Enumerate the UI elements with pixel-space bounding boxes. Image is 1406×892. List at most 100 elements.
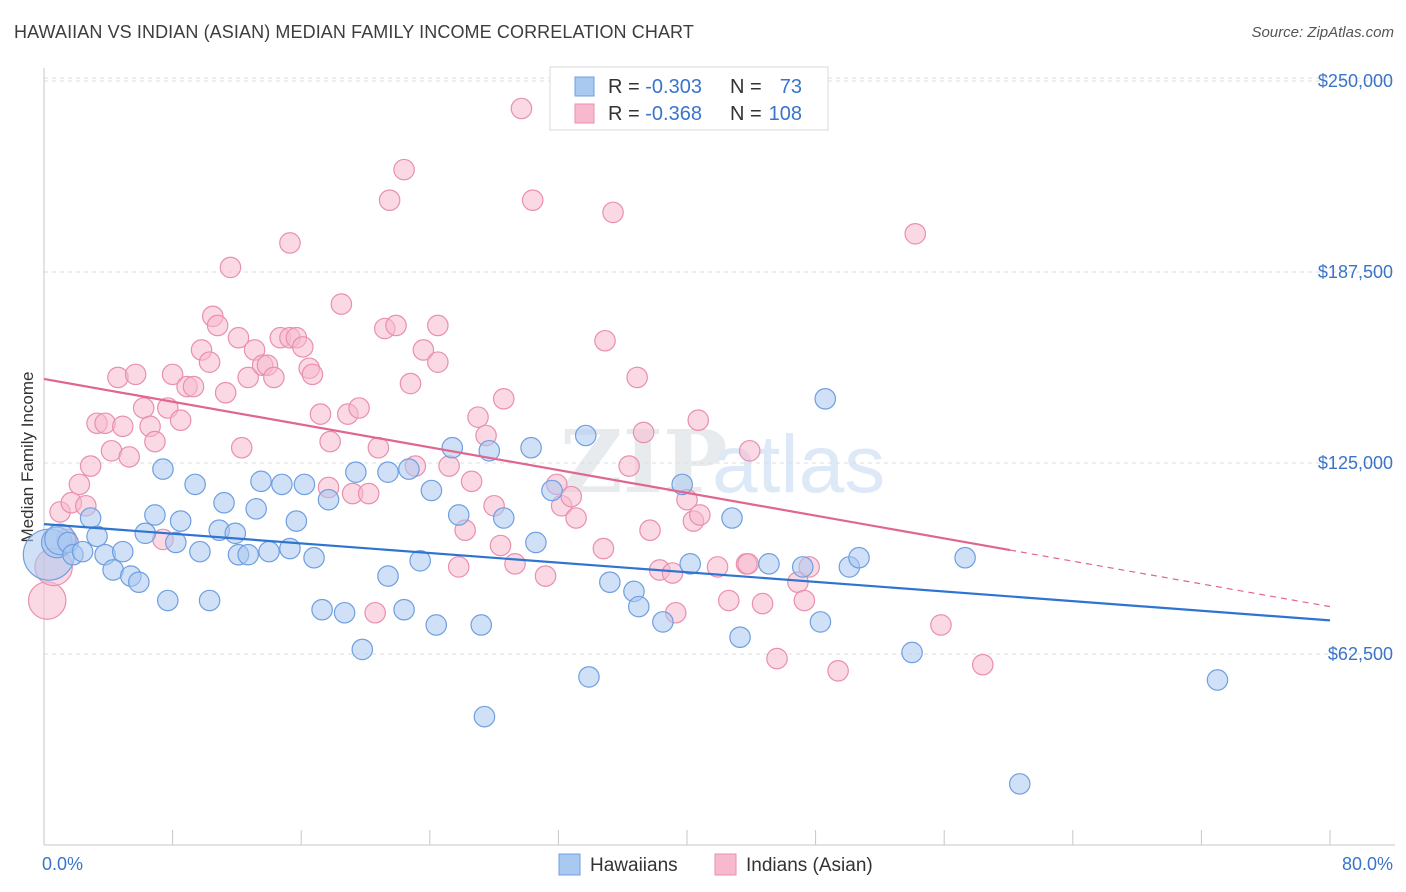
data-point <box>319 430 341 453</box>
data-point <box>330 293 353 315</box>
data-point <box>793 589 816 612</box>
data-point <box>345 461 367 483</box>
data-point <box>182 375 205 398</box>
data-point <box>904 223 927 245</box>
data-point <box>737 553 759 575</box>
data-point <box>86 525 108 548</box>
data-point <box>971 653 994 676</box>
data-point <box>574 424 597 447</box>
data-point <box>303 546 325 569</box>
data-point <box>827 660 849 682</box>
data-point <box>679 553 702 575</box>
data-point <box>206 314 229 337</box>
data-point <box>250 470 272 493</box>
svg-text:R = -0.368: R = -0.368 <box>608 103 702 125</box>
data-point <box>301 363 324 386</box>
data-point <box>1206 669 1229 691</box>
data-point <box>425 614 448 636</box>
data-point <box>639 519 661 542</box>
data-point <box>107 366 129 389</box>
data-point <box>525 531 547 554</box>
data-point <box>263 366 285 389</box>
data-point <box>420 479 443 502</box>
data-point <box>279 232 301 254</box>
data-point <box>427 314 449 337</box>
data-point <box>689 504 711 526</box>
legend-n-value-2: 108 <box>769 103 802 125</box>
data-point <box>671 473 693 496</box>
data-point <box>169 409 192 432</box>
data-point <box>766 647 788 670</box>
data-point <box>393 598 415 621</box>
data-point <box>68 473 91 496</box>
data-point <box>118 446 140 468</box>
data-point <box>152 458 174 480</box>
legend-n-label-2: N = <box>730 103 762 125</box>
legend-r-label-2: R = <box>608 103 645 125</box>
data-point <box>565 507 587 529</box>
data-point <box>901 641 923 664</box>
data-point <box>184 473 206 496</box>
data-point <box>687 409 710 432</box>
data-point <box>717 589 740 612</box>
data-point <box>447 556 470 578</box>
svg-text:R = -0.303: R = -0.303 <box>608 76 702 98</box>
data-point <box>534 565 557 587</box>
data-point <box>213 491 235 514</box>
data-point <box>230 436 253 459</box>
data-point <box>189 540 211 563</box>
data-point <box>492 388 515 410</box>
data-point <box>71 540 94 563</box>
legend-n-value-1: 73 <box>780 76 802 98</box>
data-point <box>560 485 583 508</box>
data-point <box>848 546 870 569</box>
data-point <box>111 415 134 438</box>
data-point <box>791 556 814 578</box>
data-point <box>738 439 761 462</box>
data-point <box>198 351 221 373</box>
bottom-legend-swatch-hawaiians <box>558 853 581 876</box>
data-point <box>111 540 134 563</box>
data-point <box>489 534 512 557</box>
data-point <box>311 598 333 621</box>
y-tick-label: $250,000 <box>1318 71 1393 91</box>
legend-r-label-1: R = <box>608 76 645 98</box>
data-point <box>751 592 774 615</box>
trend-line-indians-extension <box>1010 549 1331 608</box>
y-tick-label: $125,000 <box>1318 453 1393 473</box>
data-point <box>165 531 187 554</box>
x-tick-label: 0.0% <box>42 854 83 874</box>
data-point <box>652 611 674 633</box>
data-point <box>161 363 184 386</box>
data-point <box>219 256 242 279</box>
data-point <box>627 595 650 618</box>
data-point <box>377 461 399 483</box>
data-point <box>79 455 102 477</box>
legend-swatch-hawaiians <box>574 76 595 97</box>
data-point <box>198 589 221 612</box>
data-point <box>224 522 247 545</box>
data-point <box>348 397 370 419</box>
data-point <box>578 666 600 688</box>
data-point <box>541 479 563 502</box>
data-point <box>271 473 293 496</box>
data-point <box>285 510 308 532</box>
data-point <box>292 336 314 358</box>
data-point <box>293 473 316 496</box>
legend-swatch-indians <box>574 103 595 124</box>
bottom-legend-label-indians: Indians (Asian) <box>746 855 873 876</box>
data-point <box>378 189 401 211</box>
data-point <box>599 571 621 593</box>
axes <box>43 68 1395 846</box>
data-point <box>632 421 655 444</box>
data-point <box>245 498 267 520</box>
data-point <box>364 601 386 624</box>
top-legend: R = -0.303 N = 73 R = -0.368 N = 108 <box>549 66 829 131</box>
data-point <box>144 504 166 526</box>
data-point <box>954 546 976 569</box>
data-point <box>351 638 374 661</box>
data-point <box>467 406 489 428</box>
data-point <box>809 611 832 633</box>
y-tick-labels: $62,500 $125,000 $187,500 $250,000 <box>1318 71 1393 664</box>
data-point <box>258 540 280 563</box>
